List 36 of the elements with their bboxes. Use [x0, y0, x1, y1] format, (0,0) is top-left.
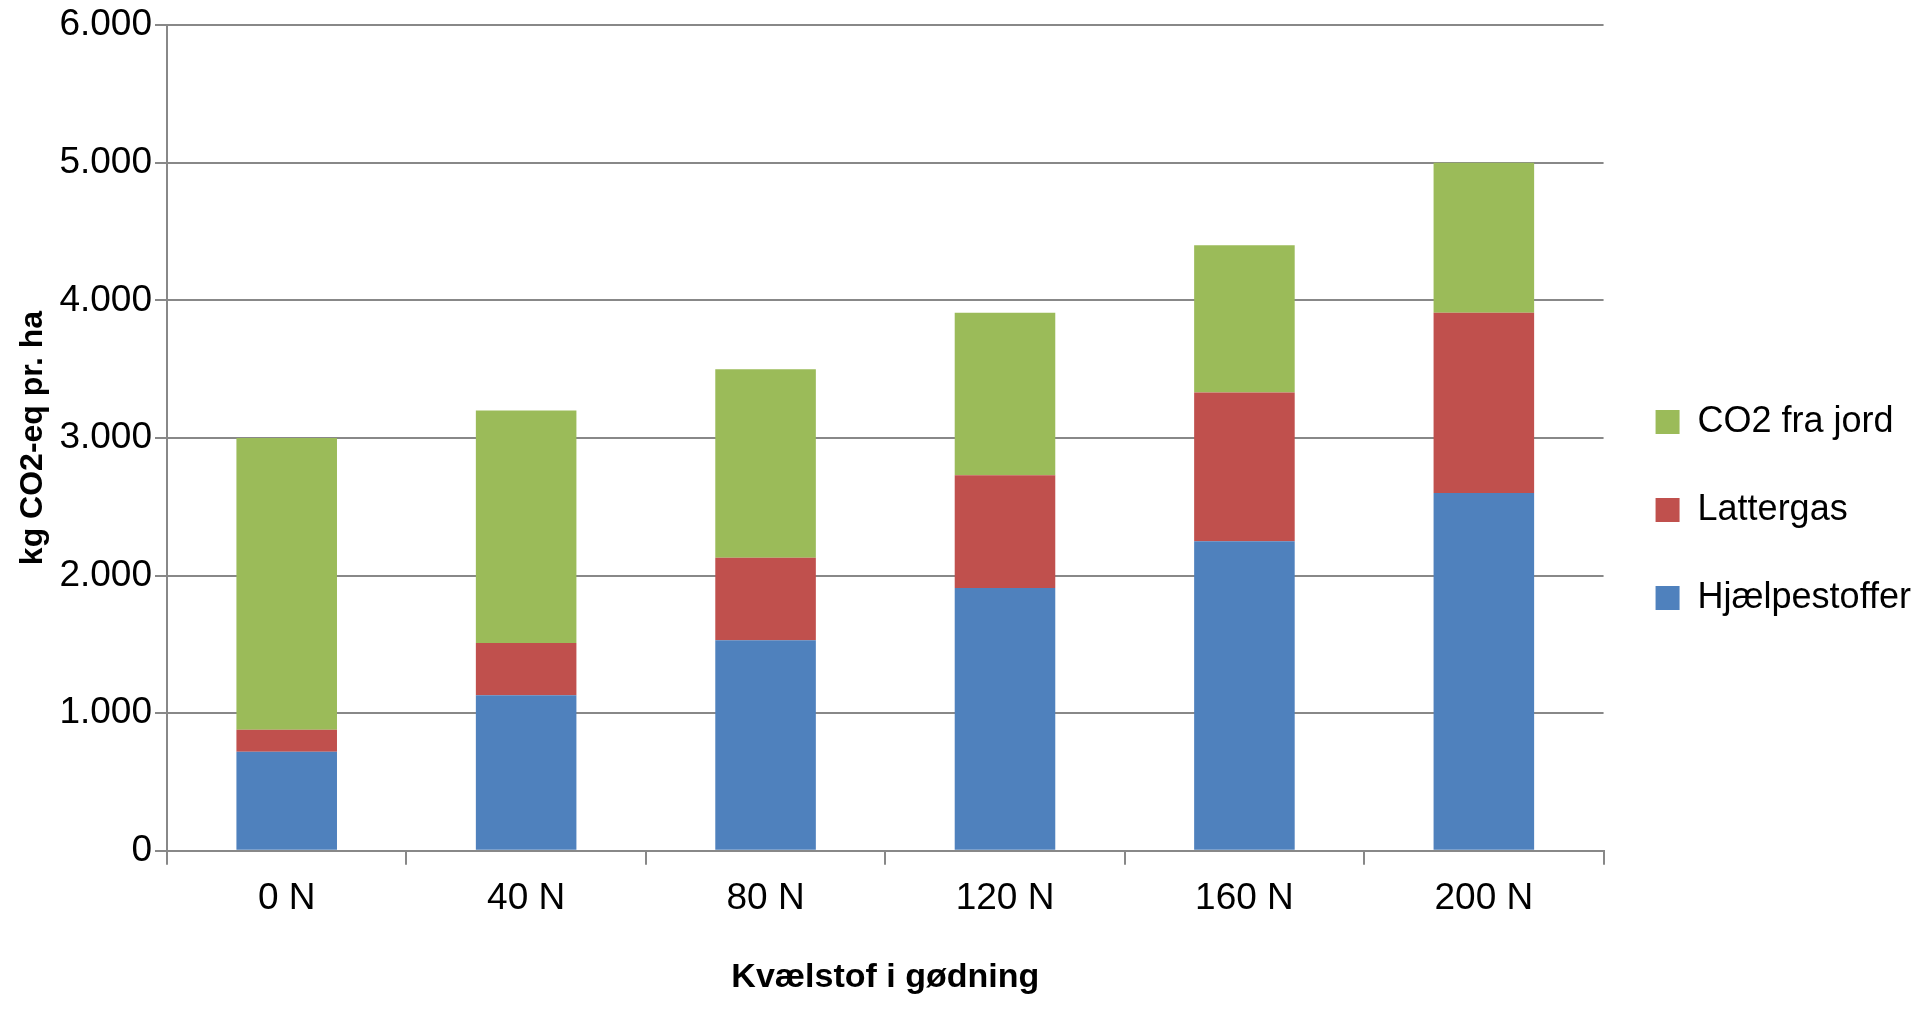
- y-tick-label: 5.000: [59, 140, 152, 181]
- x-tick-label: 80 N: [726, 876, 805, 918]
- bar: [1433, 312, 1535, 494]
- bar: [715, 557, 816, 641]
- bar: [475, 410, 577, 644]
- y-tick-label: 3.000: [59, 415, 152, 457]
- x-tick-label: 40 N: [487, 876, 566, 918]
- bar: [1433, 493, 1535, 850]
- bar: [1194, 245, 1295, 393]
- legend-label: Lattergas: [1697, 486, 1848, 528]
- x-tick-label: 200 N: [1434, 876, 1534, 918]
- y-tick-label: 4.000: [59, 277, 152, 319]
- y-tick-label: 6.000: [59, 2, 152, 44]
- y-tick-label: 2.000: [59, 552, 152, 594]
- bar: [1194, 392, 1295, 542]
- bar: [715, 369, 816, 558]
- bar: [475, 643, 577, 696]
- bar: [954, 587, 1056, 850]
- x-axis-title: Kvælstof i gødning: [731, 955, 1040, 994]
- legend-label: Hjælpestoffer: [1697, 574, 1912, 616]
- x-tick-label: 0 N: [257, 876, 316, 918]
- bar: [715, 640, 816, 850]
- y-tick-label: 0: [131, 828, 152, 869]
- y-axis-title: kg CO2-eq pr. ha: [13, 310, 50, 566]
- y-tick-label: 1.000: [59, 690, 152, 732]
- bar: [236, 751, 337, 850]
- bar: [236, 438, 337, 730]
- legend-label: CO2 fra jord: [1697, 398, 1894, 440]
- x-tick-label: 160 N: [1195, 876, 1294, 918]
- bar: [954, 475, 1056, 588]
- bar: [1194, 541, 1295, 850]
- bar: [236, 729, 337, 752]
- bar: [954, 312, 1056, 476]
- bar: [1433, 162, 1535, 313]
- bar: [475, 695, 577, 850]
- x-tick-label: 120 N: [955, 876, 1055, 918]
